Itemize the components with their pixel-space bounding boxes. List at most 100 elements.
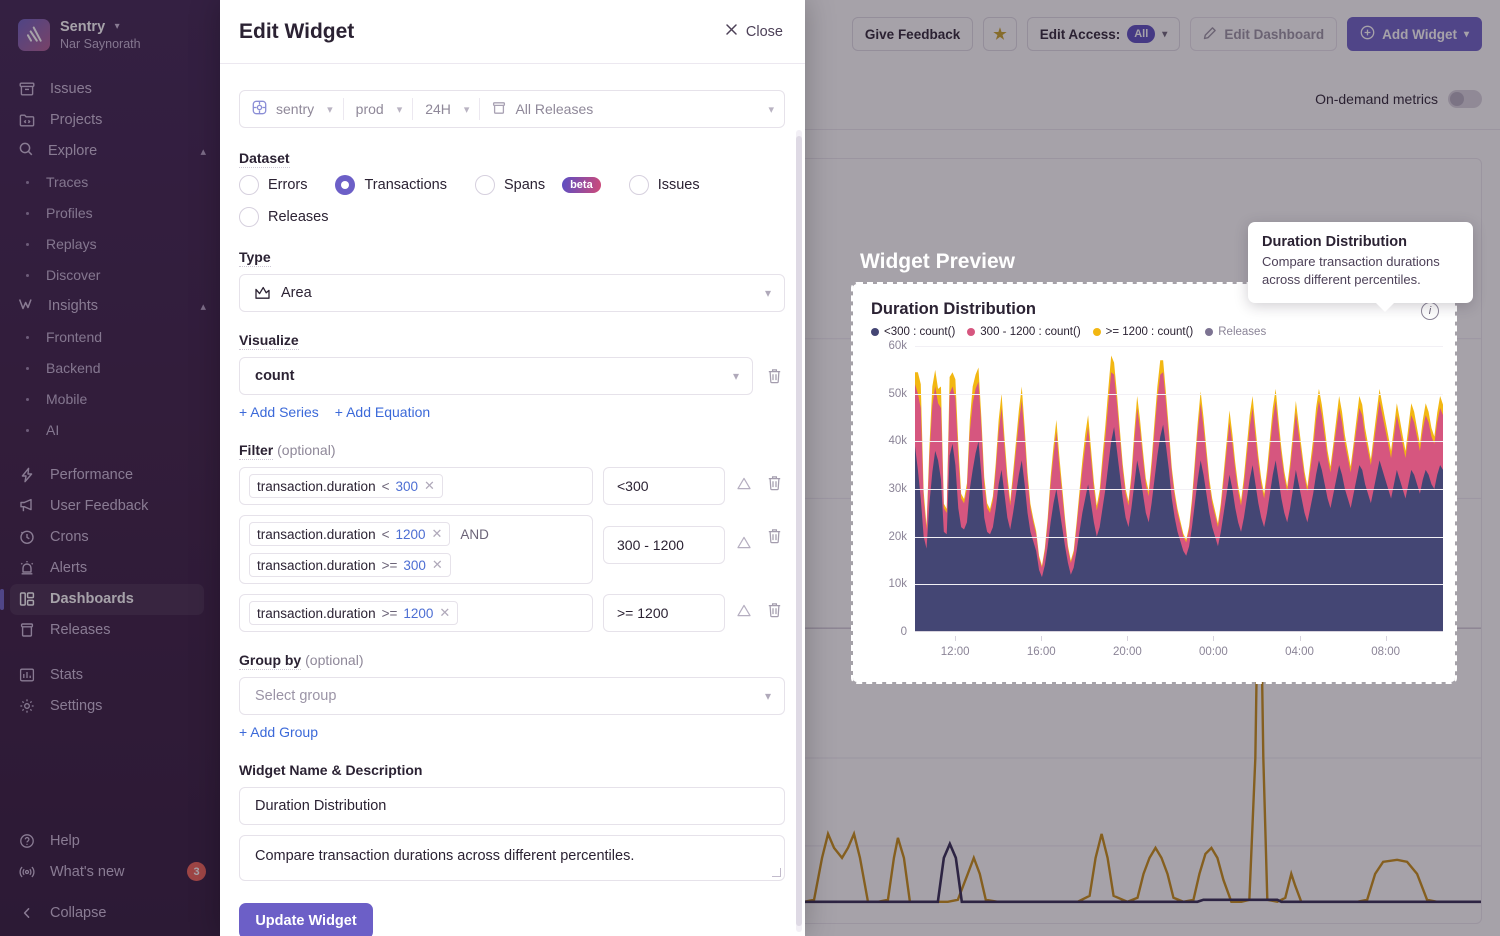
release-selector[interactable]: All Releases ▾ xyxy=(480,91,784,127)
sidebar-item-label: Help xyxy=(50,832,80,849)
filter-row: transaction.duration < 1200 ✕ AND transa… xyxy=(239,515,785,584)
widget-name-input[interactable]: Duration Distribution xyxy=(239,787,785,825)
widget-preview-label: Widget Preview xyxy=(860,250,1016,273)
legend-item-series-b[interactable]: 300 - 1200 : count() xyxy=(967,326,1081,338)
sidebar-item-profiles[interactable]: Profiles xyxy=(0,198,220,229)
remove-token-icon[interactable]: ✕ xyxy=(424,478,435,493)
sidebar-item-discover[interactable]: Discover xyxy=(0,260,220,291)
favorite-star-button[interactable]: ★ xyxy=(983,17,1017,51)
sidebar-section-insights[interactable]: Insights ▴ xyxy=(0,291,220,322)
sidebar-item-replays[interactable]: Replays xyxy=(0,229,220,260)
chevron-up-icon[interactable]: ▴ xyxy=(200,300,206,313)
remove-token-icon[interactable]: ✕ xyxy=(431,526,443,541)
sidebar-item-settings[interactable]: Settings xyxy=(0,691,220,722)
x-axis-tick: 08:00 xyxy=(1371,646,1400,658)
dataset-option-errors[interactable]: Errors xyxy=(239,175,307,195)
sidebar-item-performance[interactable]: Performance xyxy=(0,460,220,491)
filter-alias-value: <300 xyxy=(617,478,649,494)
sidebar-item-crons[interactable]: Crons xyxy=(0,522,220,553)
modal-body: sentry ▾ prod ▾ 24H ▾ xyxy=(220,64,805,936)
update-widget-button[interactable]: Update Widget xyxy=(239,903,373,936)
widget-description-textarea[interactable]: Compare transaction durations across dif… xyxy=(239,835,785,881)
sidebar-item-projects[interactable]: Projects xyxy=(0,105,220,136)
divider xyxy=(479,98,481,120)
add-equation-link[interactable]: + Add Equation xyxy=(334,404,431,420)
release-icon xyxy=(492,101,506,118)
sidebar-item-traces[interactable]: Traces xyxy=(0,167,220,198)
on-demand-metrics-toggle[interactable] xyxy=(1448,89,1482,108)
group-by-links: + Add Group xyxy=(239,724,785,740)
x-axis-tickmark xyxy=(1213,636,1215,641)
modal-scrollbar-thumb[interactable] xyxy=(796,136,802,926)
dataset-option-transactions[interactable]: Transactions xyxy=(335,175,447,195)
edit-dashboard-button[interactable]: Edit Dashboard xyxy=(1190,17,1338,51)
sidebar-section-explore[interactable]: Explore ▴ xyxy=(0,136,220,167)
sidebar-item-issues[interactable]: Issues xyxy=(0,74,220,105)
filter-delete-button[interactable] xyxy=(763,515,785,544)
filter-alias-input[interactable]: <300 xyxy=(603,467,725,505)
filter-query-input[interactable]: transaction.duration < 300 ✕ xyxy=(239,467,593,505)
type-value: Area xyxy=(281,285,312,301)
remove-token-icon[interactable]: ✕ xyxy=(431,557,443,572)
legend-item-releases[interactable]: Releases xyxy=(1205,326,1266,338)
sidebar-item-mobile[interactable]: Mobile xyxy=(0,384,220,415)
dashboard-toolbar: Give Feedback ★ Edit Access: All ▾ Edit … xyxy=(220,0,1500,68)
clock-icon xyxy=(18,528,36,546)
sidebar-item-stats[interactable]: Stats xyxy=(0,660,220,691)
megaphone-icon xyxy=(18,497,36,515)
group-by-select[interactable]: Select group ▾ xyxy=(239,677,785,715)
filter-alias-input[interactable]: >= 1200 xyxy=(603,594,725,632)
sidebar-item-help[interactable]: Help xyxy=(0,825,220,856)
filter-query-input[interactable]: transaction.duration < 1200 ✕ AND transa… xyxy=(239,515,593,584)
edit-access-button[interactable]: Edit Access: All ▾ xyxy=(1026,17,1181,51)
y-axis-tick: 50k xyxy=(888,387,907,400)
sidebar-item-user-feedback[interactable]: User Feedback xyxy=(0,491,220,522)
add-widget-button[interactable]: Add Widget ▾ xyxy=(1347,17,1482,51)
projects-icon xyxy=(18,111,36,129)
filter-delete-button[interactable] xyxy=(763,467,785,490)
filter-token[interactable]: transaction.duration >= 300 ✕ xyxy=(249,553,451,577)
sidebar-item-dashboards[interactable]: Dashboards xyxy=(0,583,204,615)
sidebar-item-releases[interactable]: Releases xyxy=(0,615,220,646)
sidebar-item-backend[interactable]: Backend xyxy=(0,353,220,384)
legend-item-series-c[interactable]: >= 1200 : count() xyxy=(1092,326,1193,338)
org-switcher[interactable]: Sentry ▾ Nar Saynorath xyxy=(0,14,220,68)
sidebar-item-ai[interactable]: AI xyxy=(0,415,220,446)
type-select[interactable]: Area ▾ xyxy=(239,274,785,312)
filter-token[interactable]: transaction.duration >= 1200 ✕ xyxy=(249,601,459,625)
chevron-down-icon[interactable]: ▾ xyxy=(114,21,120,32)
filter-alias-input[interactable]: 300 - 1200 xyxy=(603,526,725,564)
info-icon[interactable]: i xyxy=(1421,302,1439,320)
sidebar-item-label: Stats xyxy=(50,667,84,684)
widget-name-value: Duration Distribution xyxy=(255,798,387,814)
remove-token-icon[interactable]: ✕ xyxy=(439,605,451,620)
x-axis-tickmark xyxy=(1299,636,1301,641)
filter-query-input[interactable]: transaction.duration >= 1200 ✕ xyxy=(239,594,593,632)
dataset-option-spans[interactable]: Spans beta xyxy=(474,175,601,195)
tooltip-body: Compare transaction durations across dif… xyxy=(1262,254,1440,287)
filter-delete-button[interactable] xyxy=(763,594,785,617)
insights-icon xyxy=(18,296,34,316)
chevron-up-icon[interactable]: ▴ xyxy=(200,145,206,158)
add-series-link[interactable]: + Add Series xyxy=(239,404,319,420)
dataset-radio-row-2: Releases xyxy=(239,207,785,227)
filter-token[interactable]: transaction.duration < 1200 ✕ xyxy=(249,522,451,546)
visualize-delete-button[interactable] xyxy=(763,365,785,387)
filter-token[interactable]: transaction.duration < 300 ✕ xyxy=(249,474,443,498)
sidebar-item-alerts[interactable]: Alerts xyxy=(0,553,220,584)
add-group-link[interactable]: + Add Group xyxy=(239,724,319,740)
sidebar-item-frontend[interactable]: Frontend xyxy=(0,322,220,353)
dataset-option-issues[interactable]: Issues xyxy=(628,175,700,195)
time-range-selector[interactable]: 24H ▾ xyxy=(413,91,479,127)
legend-item-series-a[interactable]: <300 : count() xyxy=(871,326,955,338)
visualize-select[interactable]: count ▾ xyxy=(239,357,753,395)
close-button[interactable]: Close xyxy=(724,22,783,41)
dataset-option-releases[interactable]: Releases xyxy=(239,207,328,227)
environment-selector[interactable]: prod ▾ xyxy=(344,91,413,127)
divider xyxy=(412,98,414,120)
user-name: Nar Saynorath xyxy=(60,37,141,52)
sidebar-item-collapse[interactable]: Collapse xyxy=(0,897,220,928)
give-feedback-button[interactable]: Give Feedback xyxy=(851,17,974,51)
project-selector[interactable]: sentry ▾ xyxy=(240,91,343,127)
sidebar-item-whats-new[interactable]: What's new 3 xyxy=(0,856,220,887)
